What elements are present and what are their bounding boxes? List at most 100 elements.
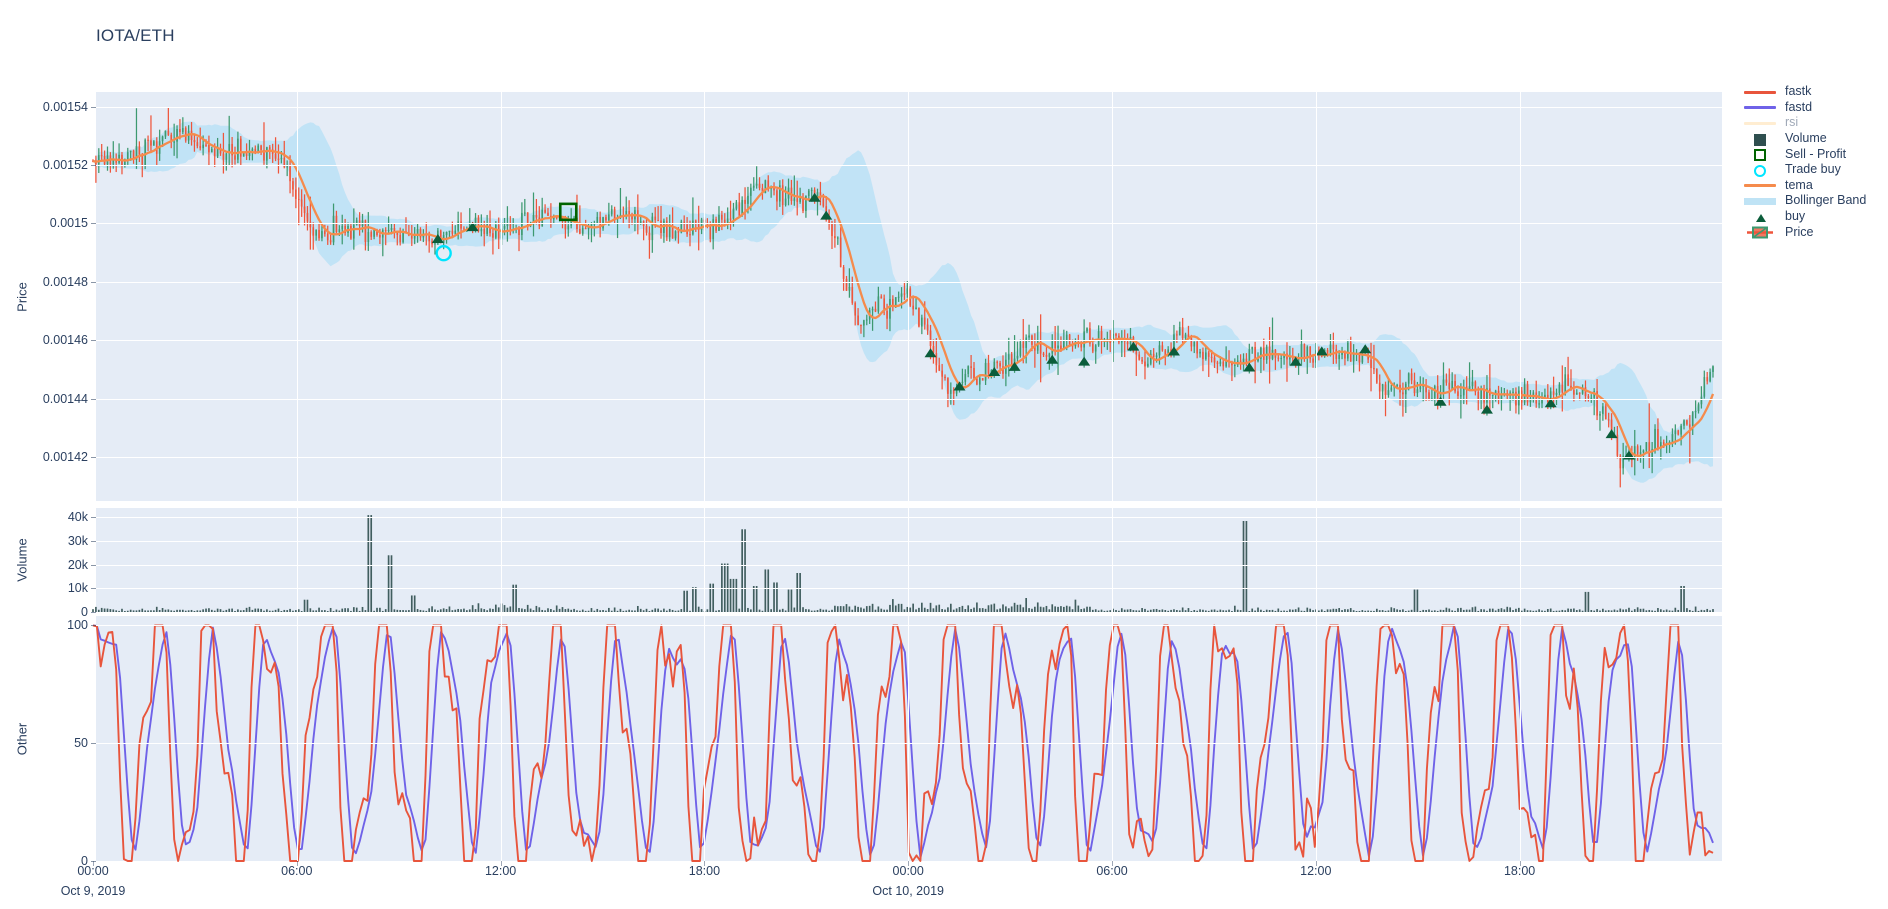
horizontal-gridline — [96, 165, 1722, 167]
horizontal-gridline — [96, 223, 1722, 225]
x-axis-tickmark — [296, 861, 298, 866]
circle-icon — [1742, 163, 1778, 177]
vertical-gridline — [1315, 616, 1317, 861]
volume-y-tick-label: 0 — [81, 605, 88, 619]
horizontal-gridline — [96, 106, 1722, 108]
candlestick-series — [92, 107, 1714, 488]
price-y-tick-label: 0.00148 — [42, 274, 88, 289]
x-axis-tick-label: 12:00 — [484, 864, 517, 878]
buy-marker-icon — [1315, 346, 1328, 356]
other-y-tick-label: 100 — [67, 618, 88, 633]
buy-marker-icon — [1544, 398, 1557, 408]
volume-series-canvas — [92, 515, 1714, 612]
legend-item-fastd[interactable]: fastd — [1742, 100, 1888, 116]
line-icon — [1742, 100, 1778, 114]
x-axis-tickmark — [1315, 861, 1317, 866]
hollow-square-icon — [1742, 147, 1778, 162]
horizontal-gridline — [96, 743, 1722, 745]
price-y-tick-label: 0.00152 — [42, 158, 88, 173]
vertical-gridline — [1112, 508, 1113, 612]
horizontal-gridline — [96, 457, 1722, 459]
fastd-line — [92, 624, 1714, 859]
buy-marker-icon — [1127, 341, 1140, 351]
horizontal-gridline — [96, 281, 1722, 283]
buy-marker-icon — [924, 348, 937, 358]
y-axis-tickmark — [91, 457, 96, 459]
buy-marker-icon — [1289, 356, 1302, 366]
other-y-tick-label: 50 — [74, 736, 88, 751]
legend-item-sell-profit[interactable]: Sell - Profit — [1742, 146, 1888, 162]
y-axis-tickmark — [91, 106, 96, 108]
x-axis-tickmark — [704, 861, 706, 866]
buy-marker-icon — [988, 366, 1001, 376]
triangle-up-icon — [1742, 210, 1778, 224]
legend-item-label: Volume — [1785, 131, 1827, 146]
horizontal-gridline — [96, 564, 1722, 566]
horizontal-gridline — [96, 340, 1722, 342]
other-axis-title: Other — [14, 722, 30, 755]
legend-item-label: Bollinger Band — [1785, 193, 1867, 208]
volume-y-tick-label: 30k — [67, 534, 88, 549]
volume-y-tick-label: 10k — [67, 581, 88, 596]
legend-item-label: rsi — [1785, 115, 1799, 130]
y-axis-tickmark — [91, 564, 96, 566]
legend-item-tema[interactable]: tema — [1742, 178, 1888, 194]
y-axis-tickmark — [91, 281, 96, 283]
y-axis-tickmark — [91, 625, 96, 627]
other-y-tick-label: 0 — [81, 854, 88, 868]
y-axis-tickmark — [91, 165, 96, 167]
x-axis-tickmark — [908, 861, 910, 866]
legend-item-bollinger-band[interactable]: Bollinger Band — [1742, 193, 1888, 209]
legend-item-buy[interactable]: buy — [1742, 209, 1888, 225]
vertical-gridline — [500, 92, 502, 501]
chart-legend: fastk fastd rsi Volume Sell - Profit Trade bu… — [1742, 84, 1888, 240]
x-axis-tick-label: 06:00 — [281, 864, 313, 878]
buy-marker-icon — [1480, 404, 1493, 414]
buy-marker-icon — [1167, 346, 1180, 356]
price-y-tick-label: 0.00154 — [42, 99, 88, 114]
legend-item-fastk[interactable]: fastk — [1742, 84, 1888, 100]
legend-item-label: Price — [1785, 224, 1814, 239]
y-axis-tickmark — [91, 861, 96, 862]
vertical-gridline — [1519, 616, 1521, 861]
square-icon — [1742, 132, 1778, 146]
line-icon — [1742, 178, 1778, 192]
legend-item-label: Trade buy — [1785, 162, 1841, 177]
horizontal-gridline — [96, 588, 1722, 590]
buy-marker-icon — [431, 234, 444, 244]
y-axis-tickmark — [91, 588, 96, 590]
x-axis-date-label: Oct 10, 2019 — [872, 884, 944, 898]
volume-axis-title: Volume — [14, 538, 30, 582]
vertical-gridline — [500, 616, 502, 861]
price-subplot — [92, 92, 1722, 501]
y-axis-tickmark — [91, 743, 96, 745]
vertical-gridline — [704, 508, 706, 612]
y-axis-tickmark — [91, 517, 96, 519]
vertical-gridline — [1112, 92, 1113, 501]
legend-item-label: tema — [1785, 177, 1813, 192]
buy-marker-icon — [808, 192, 821, 202]
x-axis-tick-label: 00:00 — [77, 864, 109, 878]
buy-marker-icon — [820, 210, 833, 220]
x-axis-tickmark — [1112, 861, 1113, 866]
vertical-gridline — [908, 92, 910, 501]
fastk-line — [92, 624, 1714, 862]
legend-item-volume[interactable]: Volume — [1742, 131, 1888, 147]
band-icon — [1742, 194, 1778, 208]
buy-marker-icon — [1359, 344, 1372, 354]
horizontal-gridline — [96, 517, 1722, 519]
price-y-tick-label: 0.0015 — [49, 216, 88, 231]
legend-item-label: fastk — [1785, 84, 1812, 99]
price-y-tick-label: 0.00142 — [42, 450, 88, 465]
trade-buy-marker-icon — [435, 245, 452, 262]
legend-item-trade-buy[interactable]: Trade buy — [1742, 162, 1888, 178]
vertical-gridline — [1315, 92, 1317, 501]
legend-item-price[interactable]: Price — [1742, 224, 1888, 240]
line-icon — [1742, 116, 1778, 130]
buy-marker-icon — [1434, 396, 1447, 406]
x-axis-tick-label: 06:00 — [1096, 864, 1128, 878]
vertical-gridline — [296, 616, 298, 861]
page-title: IOTA/ETH — [96, 26, 175, 45]
legend-item-rsi[interactable]: rsi — [1742, 115, 1888, 131]
y-axis-tickmark — [91, 612, 96, 613]
